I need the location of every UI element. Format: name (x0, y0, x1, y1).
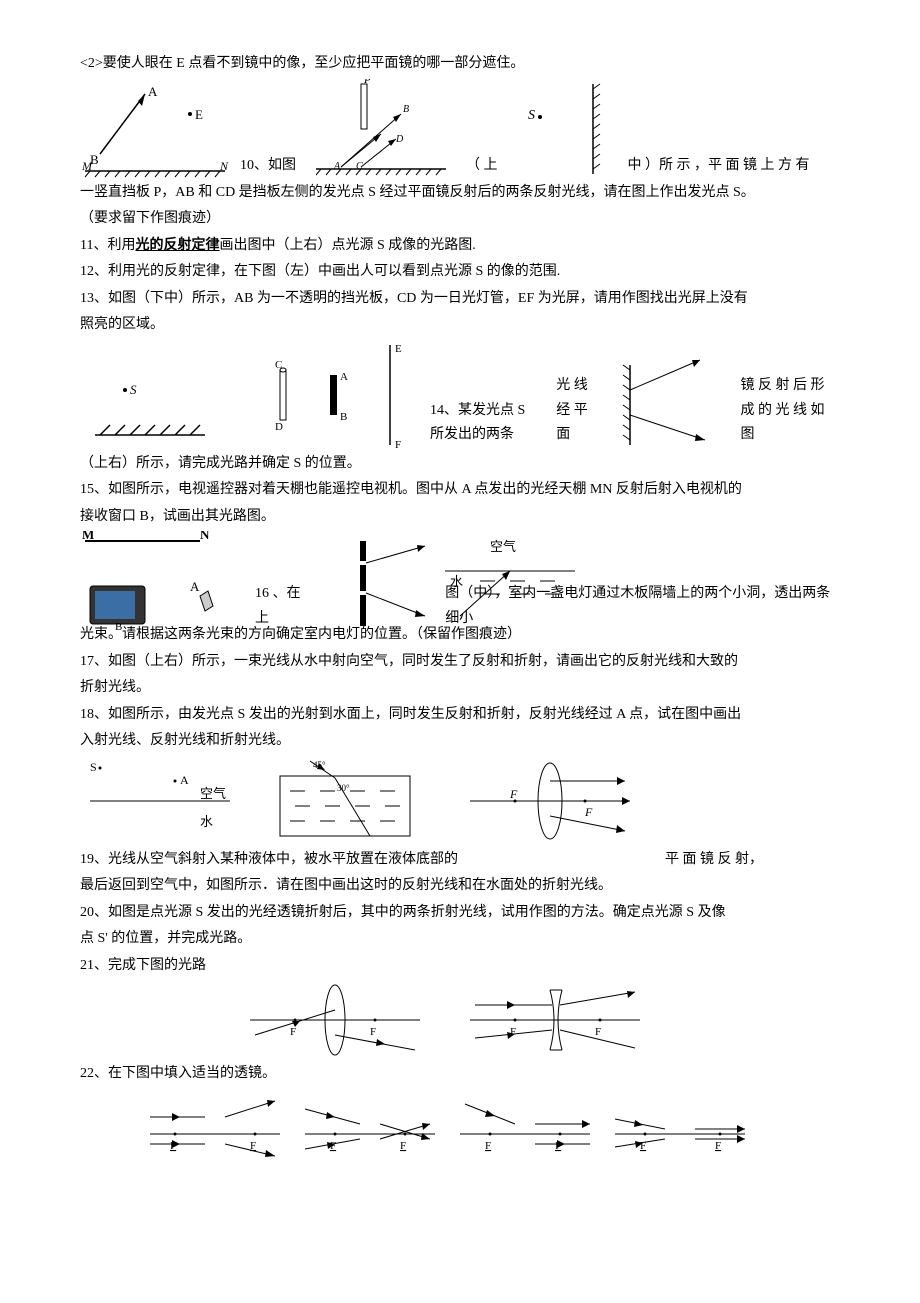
svg-text:C: C (275, 359, 282, 371)
svg-text:水: 水 (200, 814, 213, 829)
fig-q22c: F F (450, 1089, 600, 1159)
q11-c: 画出图中（上右）点光源 S 成像的光路图. (219, 238, 475, 253)
svg-text:A: A (148, 84, 158, 99)
fig-q13: C D A B E F (260, 340, 420, 450)
q13a: 13、如图（下中）所示，AB 为一不透明的挡光板，CD 为一日光灯管，EF 为光… (80, 287, 840, 312)
q-intro: <2>要使人眼在 E 点看不到镜中的像，至少应把平面镜的哪一部分遮住。 (80, 52, 840, 77)
q19-line2: 最后返回到空气中，如图所示．请在图中画出这时的反射光线和在水面处的折射光线。 (80, 874, 840, 899)
q10-line3: （要求留下作图痕迹） (80, 207, 840, 232)
svg-text:空气: 空气 (200, 786, 226, 801)
svg-text:30°: 30° (337, 783, 350, 793)
svg-text:F: F (715, 1140, 721, 1152)
row-q12-14: S C D A B E F 14、某发光点 S 所发出的两条 光 线 经 平 面 (80, 340, 840, 450)
svg-text:A: A (340, 371, 348, 383)
q21: 21、完成下图的光路 (80, 954, 840, 979)
q18b: 入射光线、反射光线和折射光线。 (80, 729, 840, 754)
fig-q10: P A C B D (306, 79, 456, 179)
fig-q15: M N B A (80, 531, 240, 631)
svg-text:N: N (200, 531, 210, 542)
svg-text:A: A (190, 579, 200, 594)
q17a: 17、如图（上右）所示，一束光线从水中射向空气，同时发生了反射和折射，请画出它的… (80, 650, 840, 675)
fig-q22b: F F (295, 1089, 445, 1159)
fig-q21b: F F (460, 980, 650, 1060)
svg-text:D: D (275, 421, 283, 433)
q19a-text: 19、光线从空气斜射入某种液体中，被水平放置在液体底部的 (80, 852, 458, 867)
fig-q11: S (508, 79, 618, 179)
q15b: 接收窗口 B，试画出其光路图。 (80, 505, 840, 530)
fig-q12: S (80, 370, 220, 450)
q19b-text: 平 面 镜 反 射， (665, 852, 763, 867)
row-q10: A B E M N 10、如图 P (80, 79, 840, 179)
row-q18-20: S A 空气 水 45° 30° F F (80, 756, 840, 846)
q18a: 18、如图所示，由发光点 S 发出的光射到水面上，同时发生反射和折射，反射光线经… (80, 703, 840, 728)
svg-text:F: F (509, 787, 518, 801)
svg-text:E: E (195, 107, 203, 122)
svg-text:M: M (82, 531, 94, 542)
svg-text:水: 水 (450, 574, 463, 589)
fig-q20: F F (460, 756, 640, 846)
svg-text:F: F (584, 805, 593, 819)
q20a: 20、如图是点光源 S 发出的光经透镜折射后，其中的两条折射光线，试用作图的方法… (80, 901, 840, 926)
svg-text:空气: 空气 (490, 539, 516, 554)
q12: 12、利用光的反射定律，在下图（左）中画出人可以看到点光源 S 的像的范围. (80, 260, 840, 285)
q20b: 点 S' 的位置，并完成光路。 (80, 927, 840, 952)
svg-text:S: S (90, 760, 97, 774)
svg-text:A: A (180, 773, 189, 787)
q10-text-c: 中 ）所 示 ，平 面 镜 上 方 有 (628, 154, 810, 179)
q11: 11、利用光的反射定律画出图中（上右）点光源 S 成像的光路图. (80, 234, 840, 259)
svg-text:B: B (340, 411, 347, 423)
q14b: 光 线 经 平 面 (556, 374, 600, 448)
q14c: 镜 反 射 后 形 成 的 光 线 如 图 (740, 374, 840, 448)
fig-q19: 45° 30° (265, 756, 425, 846)
svg-text:F: F (485, 1140, 491, 1152)
svg-text:S: S (130, 382, 137, 397)
q10-line2: 一竖直挡板 P，AB 和 CD 是挡板左侧的发光点 S 经过平面镜反射后的两条反… (80, 181, 840, 206)
svg-text:F: F (400, 1140, 406, 1152)
q17b: 折射光线。 (80, 676, 840, 701)
q19a: 19、光线从空气斜射入某种液体中，被水平放置在液体底部的 平 面 镜 反 射， (80, 848, 840, 873)
svg-text:F: F (370, 1026, 376, 1038)
svg-text:S: S (528, 108, 535, 123)
q13b: 照亮的区域。 (80, 313, 840, 338)
svg-text:F: F (395, 439, 401, 450)
fig-q14 (610, 350, 730, 450)
fig-q9: A B E M N (80, 79, 230, 179)
svg-text:B: B (403, 104, 409, 115)
svg-text:F: F (290, 1026, 296, 1038)
svg-text:D: D (395, 134, 404, 145)
fig-q17: 空气 水 (430, 536, 590, 621)
q11-b: 光的反射定律 (135, 238, 219, 253)
fig-q22d: F F (605, 1089, 755, 1159)
row-q21: F F F F (240, 980, 840, 1060)
row-q22: F F F F F F F (140, 1089, 840, 1159)
fig-q21a: F F (240, 980, 430, 1060)
q15a: 15、如图所示，电视遥控器对着天棚也能遥控电视机。图中从 A 点发出的光经天棚 … (80, 478, 840, 503)
q11-a: 11、利用 (80, 238, 135, 253)
fig-q18: S A 空气 水 (80, 756, 240, 846)
q10-text-b: （ 上 (466, 154, 498, 179)
q14-line2: （上右）所示，请完成光路并确定 S 的位置。 (80, 452, 840, 477)
svg-text:F: F (595, 1026, 601, 1038)
svg-text:M: M (81, 159, 93, 173)
svg-text:P: P (363, 79, 371, 86)
fig-q22a: F F (140, 1089, 290, 1159)
q10-text-a: 10、如图 (240, 154, 296, 179)
q22: 22、在下图中填入适当的透镜。 (80, 1062, 840, 1087)
fig-q16 (325, 536, 435, 631)
q14a: 14、某发光点 S 所发出的两条 (430, 399, 526, 448)
svg-text:E: E (395, 343, 402, 355)
svg-text:N: N (219, 159, 229, 173)
